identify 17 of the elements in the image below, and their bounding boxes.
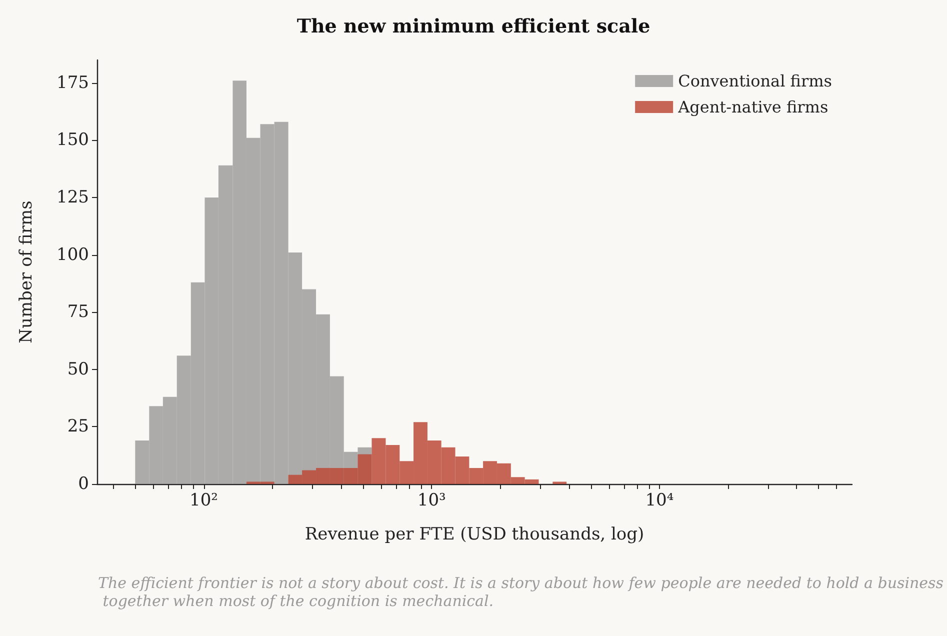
y-tick-label: 150	[56, 130, 89, 150]
x-axis-title: Revenue per FTE (USD thousands, log)	[304, 524, 644, 544]
x-tick-label: 10²	[190, 490, 218, 510]
x-tick-label: 10⁴	[645, 490, 674, 510]
x-tick-label: 10³	[417, 490, 446, 510]
y-tick-label: 125	[56, 188, 89, 208]
y-tick-label: 25	[67, 416, 89, 437]
y-tick-label: 175	[56, 72, 89, 93]
chart-title: The new minimum efficient scale	[296, 16, 650, 38]
legend-label: Conventional firms	[678, 72, 832, 90]
y-tick-label: 75	[67, 302, 89, 322]
y-tick-label: 0	[78, 474, 89, 494]
text: The efficient frontier is not a story about cost. It is a story about how few people are needed to hold a business together when most of the cognition is mechanical.	[98, 574, 944, 610]
y-tick-label: 50	[67, 359, 89, 380]
y-axis-title: Number of firms	[16, 200, 36, 344]
y-tick-label: 100	[56, 244, 89, 265]
legend-label: Agent-native firms	[677, 98, 828, 116]
